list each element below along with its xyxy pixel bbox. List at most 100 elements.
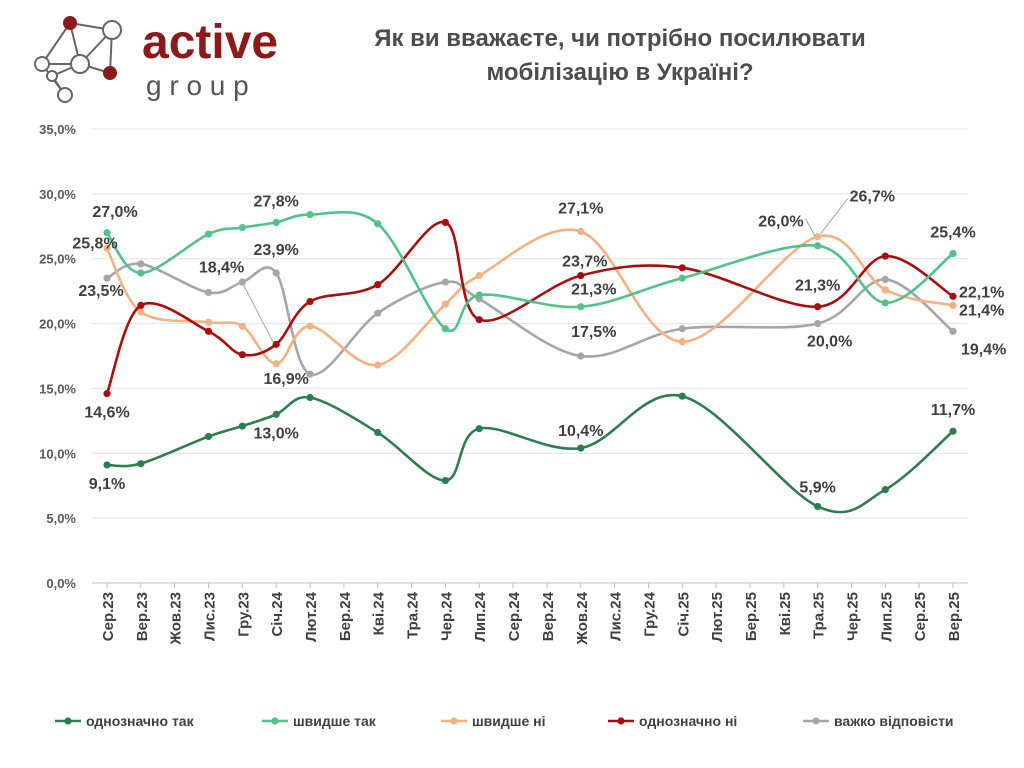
data-point <box>272 360 280 368</box>
x-tick-label: Січ.24 <box>269 591 286 636</box>
data-point <box>238 322 246 330</box>
x-tick-label: Вер.24 <box>540 591 557 641</box>
data-point <box>678 264 686 272</box>
data-point <box>881 486 889 494</box>
active-group-logo: active g r o u p <box>34 16 278 103</box>
data-point <box>577 303 585 311</box>
logo-subword: g r o u p <box>146 70 249 101</box>
y-tick-label: 25,0% <box>39 252 76 267</box>
data-point <box>374 428 382 437</box>
data-label: 22,1% <box>959 284 1004 301</box>
legend-label: важко відповісти <box>834 713 954 729</box>
data-point <box>814 233 822 241</box>
series-line <box>105 228 954 367</box>
data-point <box>881 275 889 284</box>
x-tick-label: Жов.23 <box>168 592 185 646</box>
data-label: 23,5% <box>78 283 123 300</box>
data-point <box>137 260 145 268</box>
data-point <box>103 390 111 398</box>
data-point <box>374 309 382 317</box>
x-tick-label: Лис.23 <box>202 592 219 641</box>
x-tick-label: Сер.23 <box>100 592 117 641</box>
x-tick-label: Кві.24 <box>371 591 388 635</box>
data-label-leader <box>805 218 816 236</box>
data-point <box>374 220 382 228</box>
data-point <box>204 432 213 441</box>
data-point <box>204 230 213 238</box>
x-tick-label: Чер.24 <box>438 591 455 641</box>
data-label: 19,4% <box>961 341 1006 358</box>
data-point <box>949 327 957 335</box>
data-point <box>137 308 145 316</box>
legend-swatch-marker <box>271 717 279 725</box>
series-line <box>106 393 954 514</box>
data-label: 18,4% <box>199 259 244 276</box>
data-point <box>814 242 822 250</box>
data-label: 26,0% <box>758 214 803 231</box>
x-tick-label: Тра.24 <box>405 591 422 639</box>
legend-swatch-marker <box>617 717 625 725</box>
data-point <box>577 444 585 452</box>
data-point <box>137 301 145 310</box>
logo-network-icon <box>34 20 122 103</box>
data-labels: 9,1% 13,0% 10,4% 5,9% 11,7% 27,0% 27,8% 21,3% 26… <box>72 189 1006 497</box>
data-point <box>272 340 280 348</box>
data-point <box>204 318 213 326</box>
data-point <box>306 297 314 306</box>
data-point <box>137 460 145 468</box>
data-point <box>881 299 889 307</box>
data-point <box>204 327 213 335</box>
data-point <box>881 286 889 294</box>
data-point <box>272 218 280 226</box>
x-tick-label: Сер.25 <box>912 592 929 641</box>
data-point <box>374 281 382 289</box>
legend-label: швидше так <box>293 713 377 729</box>
data-point <box>441 325 449 333</box>
data-label: 17,5% <box>571 324 616 341</box>
data-point <box>441 476 449 485</box>
data-point <box>475 425 483 433</box>
x-tick-label: Вер.25 <box>946 592 963 641</box>
data-point <box>441 218 449 226</box>
data-label: 5,9% <box>799 479 835 496</box>
data-label: 21,4% <box>959 302 1004 319</box>
data-label: 27,8% <box>254 193 299 210</box>
data-label: 20,0% <box>807 334 852 351</box>
chart-title-line2: мобілізацію в Україні? <box>486 59 754 86</box>
data-label: 16,9% <box>264 371 309 388</box>
data-point <box>306 370 314 378</box>
data-point <box>475 271 483 280</box>
data-point <box>678 325 686 333</box>
data-point <box>204 288 213 297</box>
legend-swatch-marker <box>450 717 458 725</box>
data-point <box>577 271 585 280</box>
chart-title-line1: Як ви вважаєте, чи потрібно посилювати <box>374 25 866 52</box>
x-tick-label: Бер.24 <box>337 591 354 641</box>
data-point <box>678 392 686 400</box>
x-tick-label: Лют.25 <box>709 592 726 642</box>
data-label: 11,7% <box>931 402 975 419</box>
data-label: 10,4% <box>558 423 603 440</box>
x-tick-label: Лис.24 <box>608 591 625 641</box>
y-tick-label: 20,0% <box>39 317 76 332</box>
x-tick-label: Чер.25 <box>844 592 861 641</box>
data-point <box>814 319 822 328</box>
x-tick-label: Бер.25 <box>743 592 760 641</box>
x-tick-label: Гру.24 <box>641 591 658 636</box>
data-label: 27,1% <box>558 200 603 217</box>
y-tick-label: 30,0% <box>39 187 76 202</box>
x-tick-label: Січ.25 <box>675 592 692 637</box>
y-tick-label: 35,0% <box>39 122 76 137</box>
data-point <box>103 244 111 252</box>
x-tick-label: Лют.24 <box>303 591 320 641</box>
data-point <box>577 227 585 236</box>
y-tick-label: 10,0% <box>39 446 76 461</box>
data-point <box>949 249 957 258</box>
data-label: 9,1% <box>89 476 125 493</box>
data-label: 14,6% <box>84 405 129 422</box>
data-point <box>475 316 483 324</box>
legend-swatch-marker <box>812 717 820 725</box>
data-point <box>272 410 280 418</box>
chart-title: Як ви вважаєте, чи потрібно посилювати м… <box>300 22 940 90</box>
